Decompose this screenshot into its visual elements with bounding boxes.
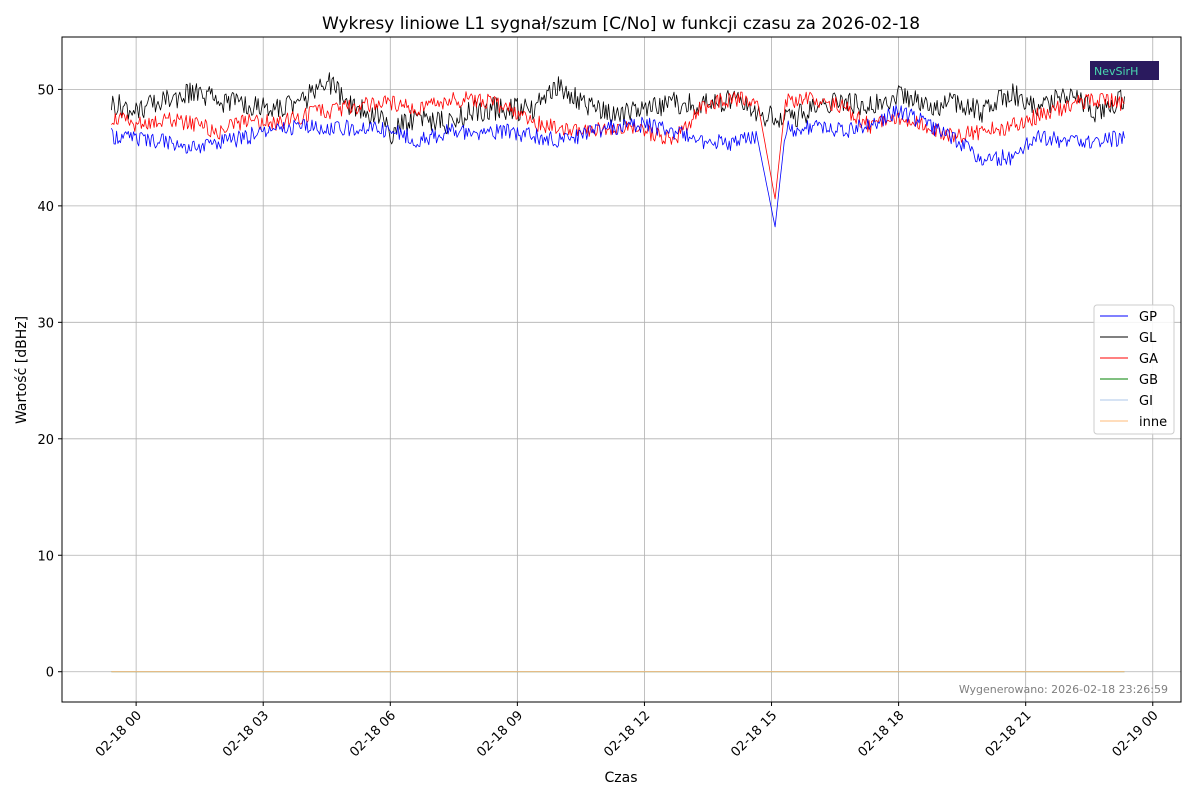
- x-tick-label-02-18-06: 02-18 06: [347, 708, 399, 760]
- legend-label-gp: GP: [1139, 310, 1157, 325]
- legend: GP GL GA GB GI inne: [1093, 304, 1175, 435]
- legend-label-inne: inne: [1139, 415, 1167, 430]
- legend-label-gb: GB: [1139, 373, 1158, 388]
- x-tick-label-02-18-09: 02-18 09: [474, 708, 526, 760]
- x-tick-label-02-18-21: 02-18 21: [983, 708, 1035, 760]
- logo-background: [1090, 61, 1159, 80]
- x-tick-label-02-18-03: 02-18 03: [220, 708, 272, 760]
- y-tick-label-30: 30: [37, 316, 54, 331]
- x-axis-label: Czas: [605, 770, 638, 786]
- y-tick-label-20: 20: [37, 433, 54, 448]
- series-line-gl: [111, 72, 1125, 145]
- y-axis-label: Wartość [dBHz]: [14, 316, 30, 424]
- logo-text: NevSirH: [1094, 65, 1138, 78]
- series-layer: [111, 72, 1125, 673]
- legend-label-ga: GA: [1139, 352, 1158, 367]
- y-tick-label-10: 10: [37, 549, 54, 564]
- x-tick-label-02-18-12: 02-18 12: [601, 708, 653, 760]
- y-tick-label-0: 0: [46, 666, 54, 681]
- grid: [62, 37, 1181, 702]
- y-tick-label-50: 50: [37, 83, 54, 98]
- y-tick-label-40: 40: [37, 200, 54, 215]
- footer-generated: Wygenerowano: 2026-02-18 23:26:59: [959, 683, 1168, 696]
- x-tick-label-02-18-18: 02-18 18: [855, 708, 907, 760]
- series-line-gp: [111, 104, 1125, 228]
- axes-layer: 0 10 20 30 40 50 02-18 00 02-18 03 02-18 06 02-18…: [37, 36, 1182, 760]
- x-tick-label-02-18-15: 02-18 15: [728, 708, 780, 760]
- chart-title: Wykresy liniowe L1 sygnał/szum [C/No] w …: [322, 14, 920, 34]
- plot-frame: [61, 36, 1182, 703]
- x-tick-label-02-18-00: 02-18 00: [93, 708, 145, 760]
- x-tick-label-02-19-00: 02-19 00: [1110, 708, 1162, 760]
- legend-label-gl: GL: [1139, 331, 1157, 346]
- legend-label-gi: GI: [1139, 394, 1153, 409]
- logo: NevSirH: [1090, 61, 1159, 80]
